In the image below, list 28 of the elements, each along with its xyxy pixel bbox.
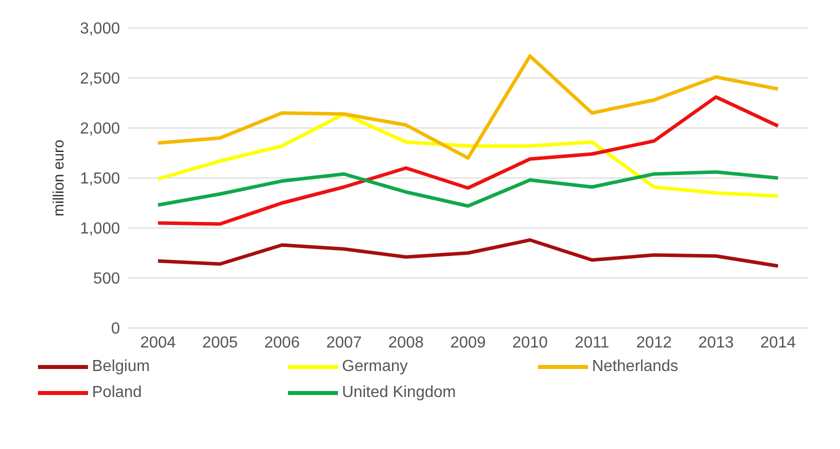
x-tick-label: 2008	[388, 334, 424, 352]
legend-label: Poland	[92, 384, 142, 402]
line-series	[156, 95, 780, 226]
x-tick-label: 2005	[202, 334, 238, 352]
y-tick-label: 2,000	[80, 120, 120, 138]
x-tick-label: 2014	[760, 334, 796, 352]
legend-label: Belgium	[92, 358, 150, 376]
line-series	[156, 170, 780, 208]
x-tick-label: 2013	[698, 334, 734, 352]
y-tick-label: 1,500	[80, 170, 120, 188]
y-tick-label: 1,000	[80, 220, 120, 238]
x-tick-label: 2006	[264, 334, 300, 352]
y-axis-title: million euro	[50, 140, 68, 216]
y-tick-label: 500	[93, 270, 120, 288]
y-tick-label: 0	[111, 320, 120, 338]
x-tick-label: 2007	[326, 334, 362, 352]
legend-label: Netherlands	[592, 358, 678, 376]
y-tick-label: 2,500	[80, 70, 120, 88]
legend-label: United Kingdom	[342, 384, 456, 402]
y-tick-label: 3,000	[80, 20, 120, 38]
x-tick-label: 2010	[512, 334, 548, 352]
line-series	[156, 54, 780, 160]
legend-label: Germany	[342, 358, 408, 376]
x-tick-label: 2009	[450, 334, 486, 352]
x-tick-label: 2004	[140, 334, 176, 352]
x-tick-label: 2011	[574, 334, 610, 352]
x-tick-label: 2012	[636, 334, 672, 352]
line-series	[156, 238, 780, 268]
